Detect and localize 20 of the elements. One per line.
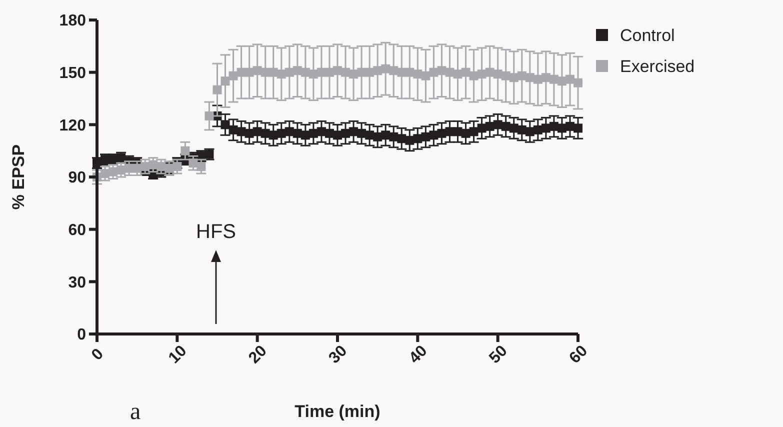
x-axis-title: Time (min) [294,402,380,421]
x-tick-label: 30 [326,342,351,368]
text: a [130,399,141,425]
y-tick-label: 0 [77,326,86,344]
x-tick-label: 10 [166,342,190,368]
x-tick-label: 50 [486,342,511,368]
y-tick-label: 120 [59,117,86,134]
y-tick-label: 180 [59,12,86,30]
legend-label: Exercised [620,56,695,76]
x-tick-label: 60 [566,342,592,368]
y-axis-title: % EPSP [9,144,28,210]
annotation: HFS [196,221,236,243]
y-tick-label: 60 [68,222,86,239]
x-tick-label: 40 [406,342,431,368]
x-tick-label: 20 [246,342,270,368]
legend-label: Control [620,26,675,45]
y-tick-label: 150 [59,64,86,82]
y-tick-label: 90 [68,170,86,187]
y-tick-label: 30 [68,274,86,292]
x-tick-label: 0 [88,346,108,364]
